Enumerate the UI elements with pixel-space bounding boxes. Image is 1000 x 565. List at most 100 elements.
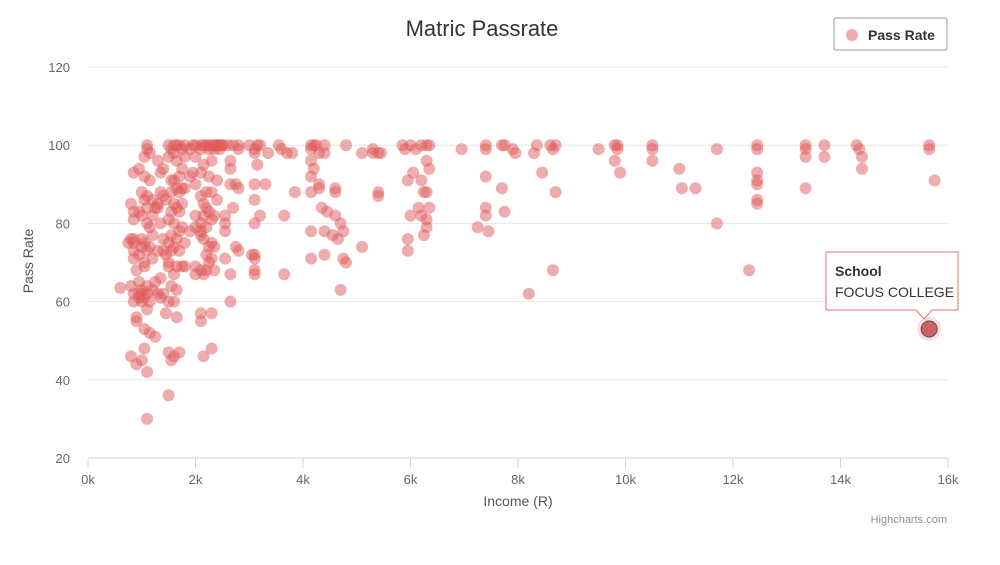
data-point[interactable] xyxy=(178,260,191,273)
data-point[interactable] xyxy=(614,166,627,179)
data-point[interactable] xyxy=(318,147,331,159)
data-point[interactable] xyxy=(305,252,318,265)
data-point[interactable] xyxy=(189,178,202,191)
data-point[interactable] xyxy=(176,197,189,210)
data-point[interactable] xyxy=(248,178,261,191)
data-point[interactable] xyxy=(224,268,237,281)
data-point[interactable] xyxy=(178,236,191,249)
data-point[interactable] xyxy=(356,240,369,253)
data-point[interactable] xyxy=(205,252,218,265)
data-point[interactable] xyxy=(114,281,127,294)
data-point[interactable] xyxy=(232,143,245,156)
data-point[interactable] xyxy=(498,205,511,218)
data-point[interactable] xyxy=(313,182,326,195)
data-point[interactable] xyxy=(337,225,350,238)
data-point[interactable] xyxy=(549,186,562,199)
data-point[interactable] xyxy=(646,154,659,167)
data-point[interactable] xyxy=(479,143,492,156)
data-point[interactable] xyxy=(138,342,151,355)
data-point[interactable] xyxy=(262,147,275,159)
data-point[interactable] xyxy=(423,201,436,214)
data-point[interactable] xyxy=(211,174,223,187)
highlighted-data-point[interactable] xyxy=(920,320,938,338)
legend[interactable]: Pass Rate xyxy=(833,17,948,51)
data-point[interactable] xyxy=(404,209,417,222)
data-point[interactable] xyxy=(208,264,221,277)
data-point[interactable] xyxy=(170,283,183,296)
data-point[interactable] xyxy=(278,268,291,281)
credits-link[interactable]: Highcharts.com xyxy=(871,514,947,526)
data-point[interactable] xyxy=(818,150,831,163)
data-point[interactable] xyxy=(479,209,492,222)
data-point[interactable] xyxy=(248,193,261,206)
data-point[interactable] xyxy=(423,139,436,152)
data-point[interactable] xyxy=(307,162,320,175)
data-point[interactable] xyxy=(455,143,468,156)
data-point[interactable] xyxy=(340,256,352,269)
data-point[interactable] xyxy=(675,182,688,195)
data-point[interactable] xyxy=(673,162,686,175)
data-point[interactable] xyxy=(224,295,237,308)
data-point[interactable] xyxy=(799,182,812,195)
data-point[interactable] xyxy=(471,221,484,234)
data-point[interactable] xyxy=(751,197,764,210)
data-point[interactable] xyxy=(178,182,191,195)
data-point[interactable] xyxy=(146,229,159,242)
data-point[interactable] xyxy=(141,366,154,378)
data-point[interactable] xyxy=(646,143,659,156)
data-point[interactable] xyxy=(710,143,723,156)
data-point[interactable] xyxy=(205,307,218,320)
data-point[interactable] xyxy=(205,342,218,355)
data-point[interactable] xyxy=(143,147,156,159)
data-point[interactable] xyxy=(248,252,261,265)
data-point[interactable] xyxy=(151,201,164,214)
data-point[interactable] xyxy=(286,147,299,159)
data-point[interactable] xyxy=(176,162,189,175)
data-point[interactable] xyxy=(799,150,812,163)
data-point[interactable] xyxy=(173,346,186,359)
data-point[interactable] xyxy=(530,139,543,152)
data-point[interactable] xyxy=(288,186,301,199)
data-point[interactable] xyxy=(143,295,156,308)
data-point[interactable] xyxy=(401,244,414,257)
data-point[interactable] xyxy=(162,389,175,402)
legend-label[interactable]: Pass Rate xyxy=(868,27,935,43)
data-point[interactable] xyxy=(329,186,342,199)
data-point[interactable] xyxy=(278,209,291,222)
data-point[interactable] xyxy=(197,350,210,363)
data-point[interactable] xyxy=(482,225,495,238)
data-point[interactable] xyxy=(154,272,167,285)
data-point[interactable] xyxy=(407,166,420,179)
data-point[interactable] xyxy=(608,154,621,167)
data-point[interactable] xyxy=(923,143,936,156)
data-point[interactable] xyxy=(219,252,232,265)
data-point[interactable] xyxy=(479,170,492,183)
data-point[interactable] xyxy=(856,150,868,163)
data-point[interactable] xyxy=(232,182,245,195)
data-point[interactable] xyxy=(254,139,266,152)
data-point[interactable] xyxy=(138,260,151,273)
data-point[interactable] xyxy=(374,147,387,159)
data-point[interactable] xyxy=(356,147,369,159)
data-point[interactable] xyxy=(227,201,240,214)
data-point[interactable] xyxy=(495,182,508,195)
data-point[interactable] xyxy=(856,162,868,175)
data-point[interactable] xyxy=(611,143,624,156)
data-point[interactable] xyxy=(592,143,605,156)
data-point[interactable] xyxy=(208,240,221,253)
data-point[interactable] xyxy=(224,162,237,175)
data-point[interactable] xyxy=(305,225,318,238)
data-point[interactable] xyxy=(205,154,218,167)
data-point[interactable] xyxy=(522,287,535,300)
data-point[interactable] xyxy=(334,283,347,296)
data-point[interactable] xyxy=(254,209,266,222)
data-point[interactable] xyxy=(340,139,352,152)
data-point[interactable] xyxy=(141,412,154,425)
data-point[interactable] xyxy=(536,166,549,179)
data-point[interactable] xyxy=(423,162,436,175)
data-point[interactable] xyxy=(420,186,433,199)
data-point[interactable] xyxy=(401,233,414,245)
data-point[interactable] xyxy=(168,295,180,308)
data-point[interactable] xyxy=(751,178,764,191)
data-point[interactable] xyxy=(372,190,385,202)
